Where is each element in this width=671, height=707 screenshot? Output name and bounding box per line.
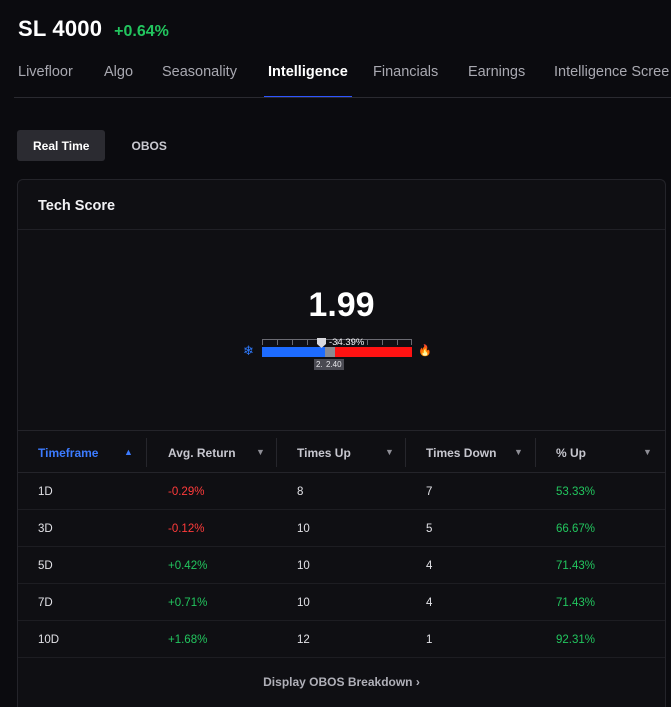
- cell-timeframe: 1D: [38, 485, 53, 498]
- cell-times-up: 8: [297, 485, 304, 498]
- cell-pct-up: 92.31%: [556, 633, 596, 646]
- gauge-marker-range: [325, 347, 335, 357]
- table-row: 10D +1.68% 12 1 92.31%: [18, 621, 665, 658]
- chevron-up-icon: ▲: [124, 447, 133, 457]
- cell-timeframe: 7D: [38, 596, 53, 609]
- snowflake-icon: ❄: [243, 343, 254, 358]
- cell-avg-return: +0.42%: [168, 559, 208, 572]
- tech-score-value: 1.99: [308, 286, 375, 324]
- cell-pct-up: 71.43%: [556, 596, 596, 609]
- price-change: +0.64%: [114, 23, 169, 40]
- cell-avg-return: -0.12%: [168, 522, 205, 535]
- gauge-hot-bar: [330, 347, 412, 357]
- score-gauge: ❄ -34.39% 2. 2.40 🔥: [238, 332, 438, 376]
- cell-times-up: 10: [297, 596, 310, 609]
- chevron-down-icon: ▼: [514, 447, 523, 457]
- cell-times-down: 4: [426, 559, 433, 572]
- returns-table: Timeframe ▲ Avg. Return ▼ Times Up ▼ Tim…: [18, 430, 665, 658]
- cell-times-down: 5: [426, 522, 433, 535]
- display-obos-breakdown-link[interactable]: Display OBOS Breakdown ›: [263, 675, 420, 689]
- cell-pct-up: 66.67%: [556, 522, 596, 535]
- card-title: Tech Score: [38, 198, 116, 214]
- gauge-marker: [317, 338, 326, 348]
- table-row: 7D +0.71% 10 4 71.43%: [18, 584, 665, 621]
- cell-times-up: 10: [297, 559, 310, 572]
- column-times-down[interactable]: Times Down ▼: [426, 445, 523, 460]
- column-pct-up[interactable]: % Up ▼: [556, 445, 652, 460]
- ticker-symbol: SL 4000: [18, 16, 103, 41]
- table-row: 5D +0.42% 10 4 71.43%: [18, 547, 665, 584]
- column-times-up[interactable]: Times Up ▼: [297, 445, 394, 460]
- cell-pct-up: 53.33%: [556, 485, 596, 498]
- tab-livefloor[interactable]: Livefloor: [18, 64, 73, 80]
- cell-times-down: 4: [426, 596, 433, 609]
- cell-avg-return: -0.29%: [168, 485, 205, 498]
- tech-score-card: Tech Score 1.99 ❄ -34.39% 2. 2.40 🔥: [17, 179, 666, 707]
- cell-timeframe: 10D: [38, 633, 60, 646]
- table-header: Timeframe ▲ Avg. Return ▼ Times Up ▼ Tim…: [18, 430, 665, 473]
- tab-intelligence[interactable]: Intelligence: [264, 64, 352, 97]
- table-row: 3D -0.12% 10 5 66.67%: [18, 510, 665, 547]
- tab-seasonality[interactable]: Seasonality: [162, 64, 237, 80]
- tab-earnings[interactable]: Earnings: [468, 64, 526, 80]
- chevron-down-icon: ▼: [256, 447, 265, 457]
- gauge-cold-bar: [262, 347, 328, 357]
- tab-financials[interactable]: Financials: [373, 64, 439, 80]
- view-toggle: Real Time OBOS: [17, 130, 183, 161]
- tab-algo[interactable]: Algo: [104, 64, 134, 80]
- subtab-real-time[interactable]: Real Time: [17, 130, 106, 161]
- cell-avg-return: +1.68%: [168, 633, 208, 646]
- column-timeframe[interactable]: Timeframe ▲: [38, 445, 133, 460]
- cell-timeframe: 5D: [38, 559, 53, 572]
- chevron-down-icon: ▼: [643, 447, 652, 457]
- gauge-percent-label: -34.39%: [329, 337, 365, 348]
- cell-timeframe: 3D: [38, 522, 53, 535]
- column-avg-return[interactable]: Avg. Return ▼: [168, 445, 265, 460]
- cell-times-up: 12: [297, 633, 310, 646]
- chevron-right-icon: ›: [415, 675, 420, 689]
- main-tabs: Livefloor Algo Seasonality Intelligence …: [14, 56, 671, 98]
- cell-times-up: 10: [297, 522, 310, 535]
- gauge-high-value: 2.40: [324, 359, 344, 370]
- table-row: 1D -0.29% 8 7 53.33%: [18, 473, 665, 510]
- cell-times-down: 7: [426, 485, 433, 498]
- page-header: SL 4000 +0.64%: [18, 16, 169, 42]
- chevron-down-icon: ▼: [385, 447, 394, 457]
- flame-icon: 🔥: [418, 345, 432, 357]
- cell-avg-return: +0.71%: [168, 596, 208, 609]
- gauge-low-value: 2.: [314, 359, 325, 370]
- cell-times-down: 1: [426, 633, 433, 646]
- subtab-obos[interactable]: OBOS: [131, 138, 167, 153]
- tab-intelligence-screener[interactable]: Intelligence Scree: [554, 64, 670, 80]
- card-divider: [18, 229, 665, 230]
- cell-pct-up: 71.43%: [556, 559, 596, 572]
